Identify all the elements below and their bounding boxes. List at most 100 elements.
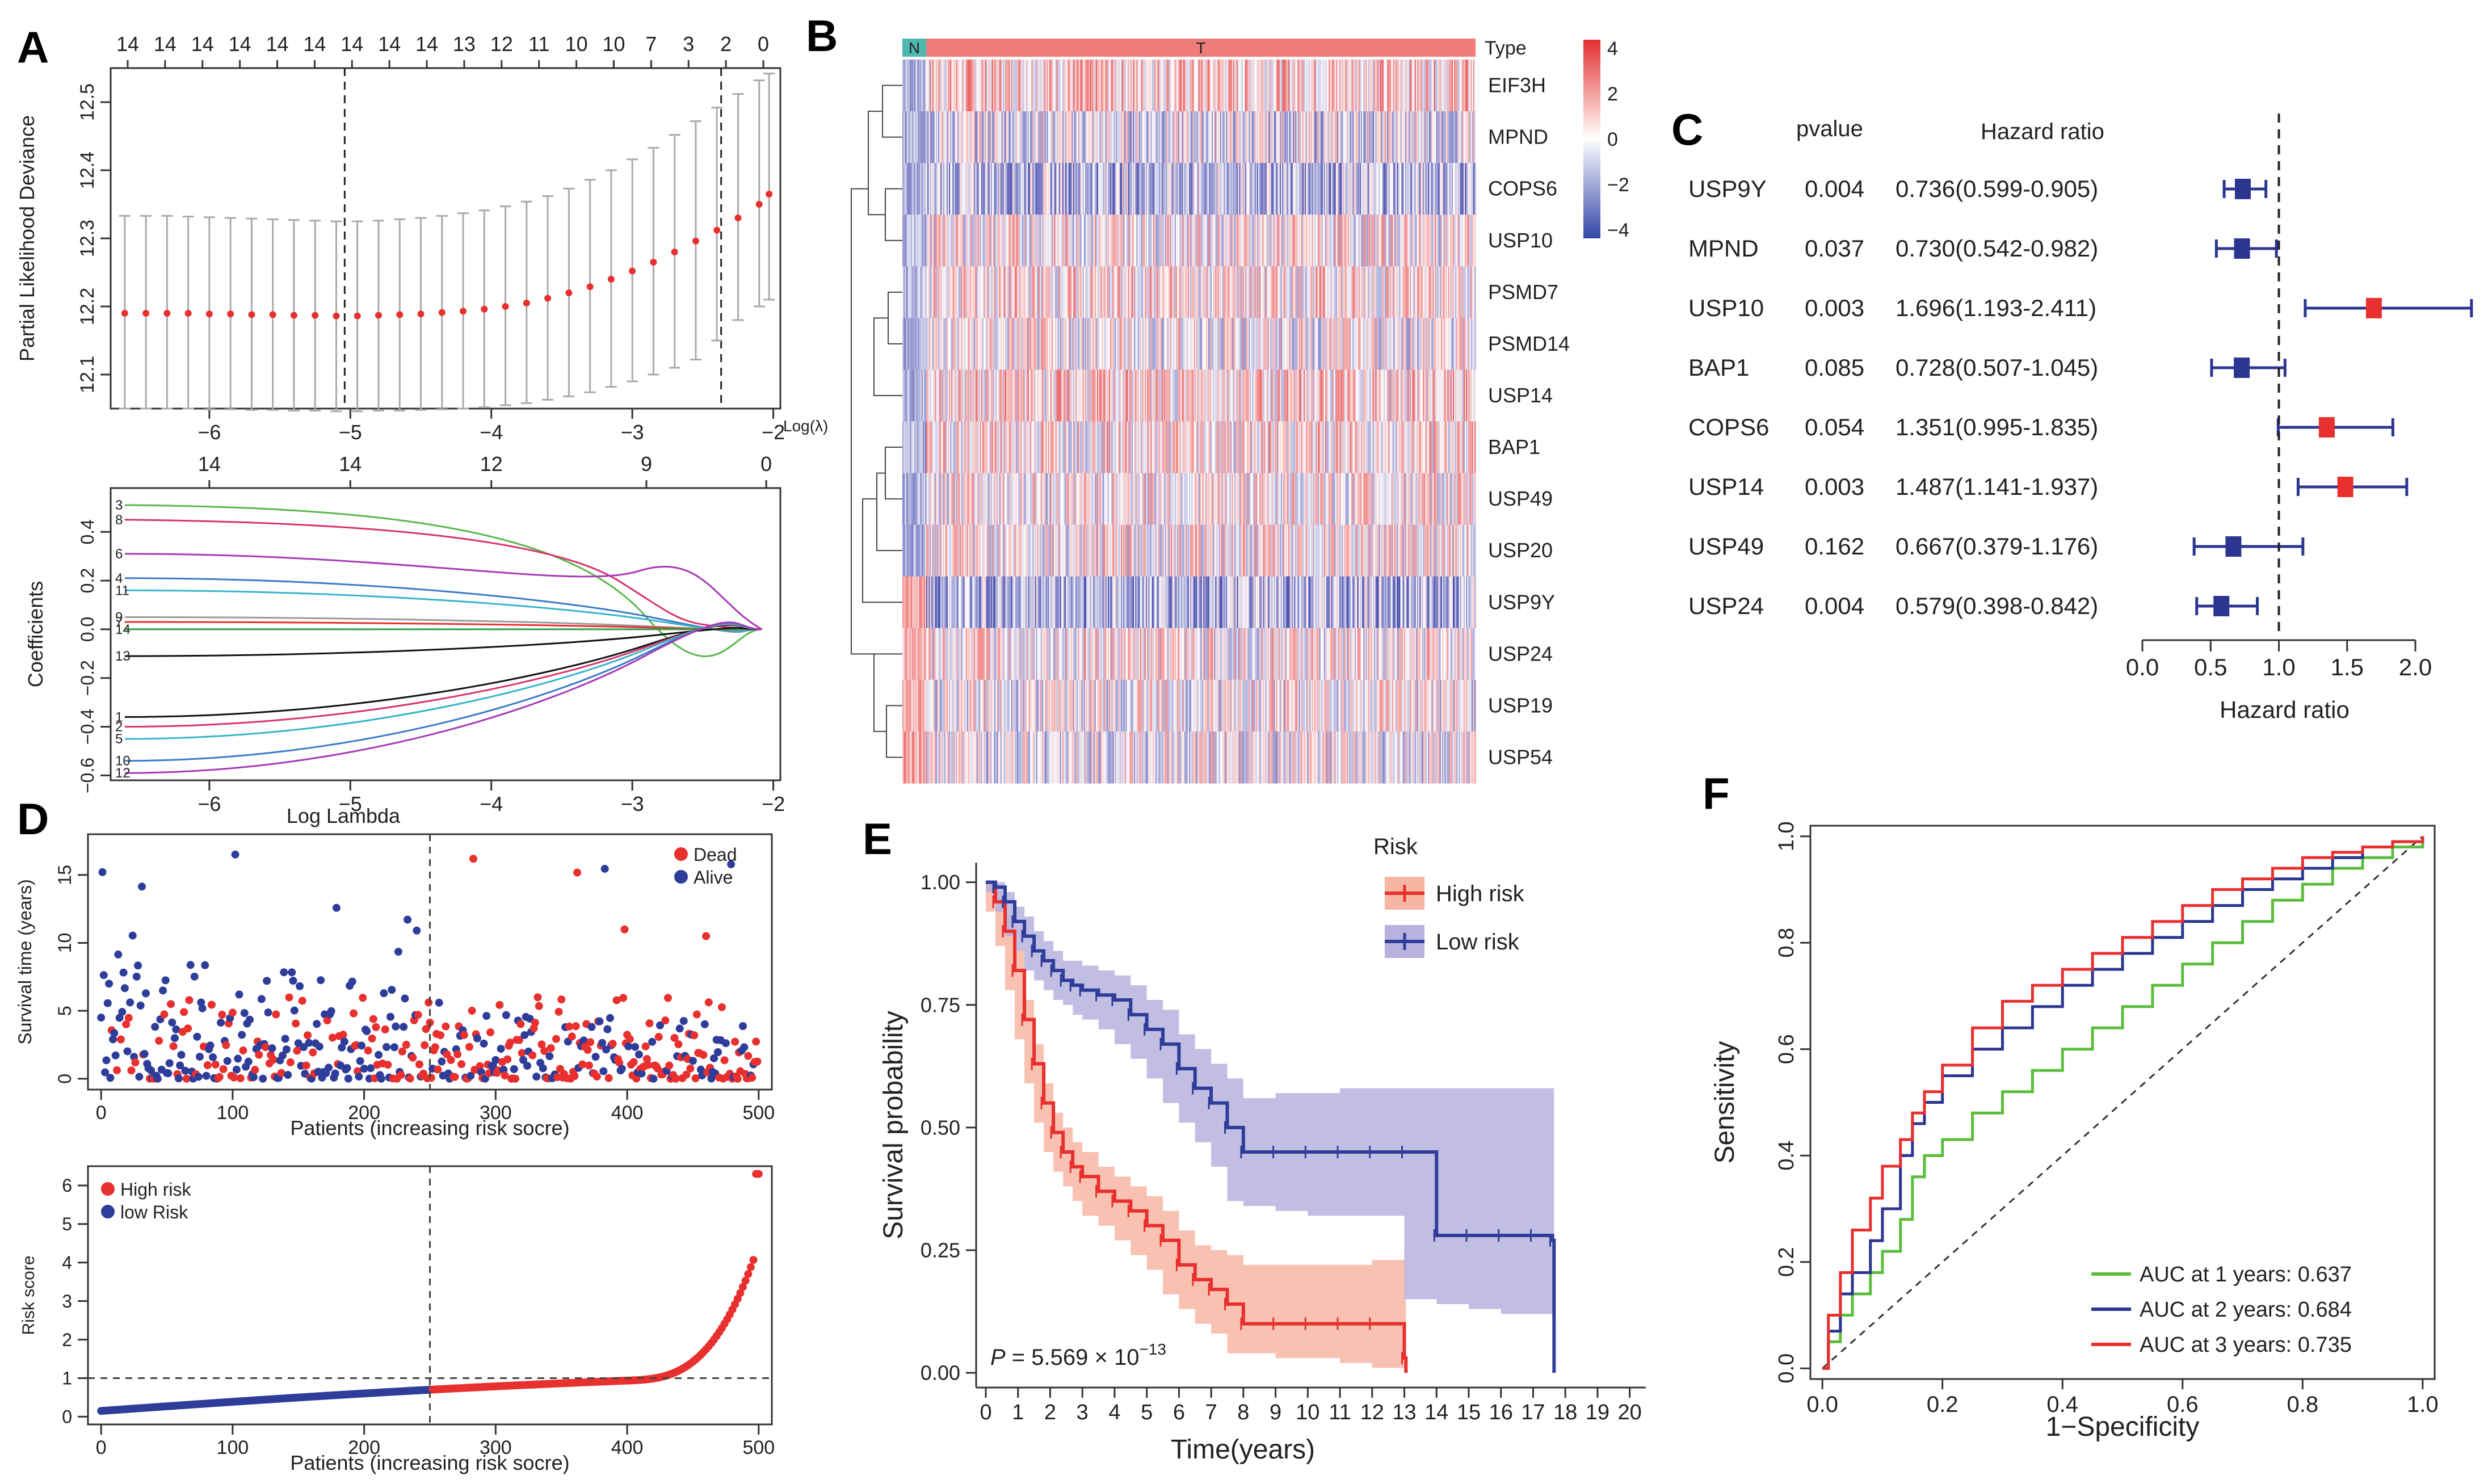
- heatmap-cell: [1105, 524, 1107, 577]
- heatmap-cell: [1308, 524, 1310, 577]
- heatmap-cell: [1392, 473, 1394, 526]
- heatmap-cell: [1007, 60, 1009, 112]
- heatmap-cell: [970, 524, 972, 577]
- heatmap-cell: [1470, 266, 1473, 318]
- heatmap-cell: [1129, 421, 1131, 474]
- heatmap-cell: [915, 473, 917, 526]
- heatmap-cell: [1158, 421, 1159, 474]
- heatmap-cell: [1096, 369, 1099, 422]
- heatmap-cell: [1472, 318, 1474, 371]
- heatmap-cell: [1258, 524, 1260, 577]
- heatmap-cell: [1088, 473, 1090, 526]
- heatmap-cell: [1158, 524, 1159, 577]
- heatmap-cell: [1410, 111, 1411, 163]
- heatmap-cell: [1090, 421, 1092, 474]
- heatmap-cell: [922, 421, 924, 474]
- deviance-top-label: 3: [683, 32, 694, 56]
- heatmap-cell: [1472, 266, 1474, 318]
- heatmap-cell: [1291, 421, 1293, 474]
- heatmap-cell: [1334, 369, 1337, 422]
- heatmap-cell: [956, 421, 958, 474]
- heatmap-cell: [1272, 318, 1274, 371]
- heatmap-cell: [1392, 369, 1394, 422]
- heatmap-cell: [1465, 215, 1466, 267]
- heatmap-cell: [1186, 215, 1188, 267]
- heatmap-cell: [926, 215, 928, 267]
- heatmap-cell: [1272, 215, 1274, 267]
- heatmap-cell: [1187, 266, 1190, 318]
- heatmap-cell: [1215, 266, 1217, 318]
- heatmap-cell: [1162, 318, 1165, 371]
- heatmap-cell: [998, 318, 1000, 371]
- heatmap-cell: [1224, 215, 1225, 267]
- heatmap-cell: [1371, 111, 1373, 163]
- heatmap-cell: [1098, 215, 1100, 267]
- heatmap-cell: [1111, 215, 1113, 267]
- heatmap-cell: [1048, 163, 1050, 215]
- heatmap-cell: [935, 215, 938, 267]
- heatmap-cell: [1017, 60, 1019, 112]
- heatmap-cell: [1030, 215, 1032, 267]
- heatmap-cell: [1327, 60, 1329, 112]
- heatmap-cell: [1183, 111, 1185, 163]
- heatmap-cell: [1220, 369, 1222, 422]
- heatmap-cell: [1270, 369, 1272, 422]
- heatmap-cell: [1044, 266, 1047, 318]
- heatmap-cell: [1008, 524, 1010, 577]
- heatmap-cell: [1437, 266, 1439, 318]
- heatmap-cell: [915, 421, 917, 474]
- heatmap-cell: [1057, 473, 1060, 526]
- heatmap-cell: [1267, 473, 1270, 526]
- heatmap-cell: [1238, 60, 1239, 112]
- heatmap-cell: [965, 369, 968, 422]
- heatmap-cell: [1270, 215, 1272, 267]
- heatmap-cell: [1001, 318, 1003, 371]
- heatmap-cell: [1440, 266, 1443, 318]
- heatmap-cell: [1207, 318, 1209, 371]
- heatmap-cell: [962, 524, 964, 577]
- heatmap-cell: [1456, 215, 1459, 267]
- heatmap-cell: [1128, 163, 1130, 215]
- heatmap-cell: [1322, 215, 1325, 267]
- heatmap-cell: [1146, 421, 1148, 474]
- heatmap-cell: [1410, 473, 1411, 526]
- heatmap-cell: [1411, 318, 1413, 371]
- heatmap-cell: [1246, 266, 1248, 318]
- heatmap-cell: [955, 318, 957, 371]
- heatmap-cell: [1012, 369, 1014, 422]
- heatmap-cell: [973, 369, 974, 422]
- heatmap-cell: [1073, 266, 1075, 318]
- heatmap-cell: [968, 369, 970, 422]
- heatmap-cell: [1348, 60, 1351, 112]
- heatmap-cell: [1207, 215, 1209, 267]
- heatmap-cell: [1091, 266, 1093, 318]
- heatmap-cell: [1176, 369, 1179, 422]
- heatmap-cell: [1276, 318, 1278, 371]
- heatmap-cell: [1364, 266, 1367, 318]
- heatmap-cell: [1096, 524, 1099, 577]
- heatmap-cell: [1444, 163, 1446, 215]
- heatmap-cell: [966, 111, 969, 163]
- heatmap-cell: [1331, 524, 1333, 577]
- heatmap-cell: [997, 524, 998, 577]
- heatmap-cell: [1133, 318, 1134, 371]
- heatmap-cell: [1259, 421, 1261, 474]
- heatmap-cell: [1426, 369, 1428, 422]
- heatmap-cell: [1141, 215, 1143, 267]
- heatmap-cell: [928, 215, 930, 267]
- heatmap-cell: [1283, 524, 1285, 577]
- heatmap-cell: [907, 163, 909, 215]
- heatmap-cell: [1381, 421, 1383, 474]
- heatmap-cell: [1088, 60, 1090, 112]
- heatmap-cell: [1297, 111, 1300, 163]
- heatmap-cell: [1088, 111, 1090, 163]
- heatmap-cell: [951, 473, 953, 526]
- heatmap-cell: [938, 266, 940, 318]
- heatmap-cell: [1234, 421, 1236, 474]
- heatmap-cell: [1184, 163, 1186, 215]
- heatmap-cell: [1379, 369, 1381, 422]
- heatmap-cell: [1045, 369, 1048, 422]
- heatmap-cell: [1183, 421, 1185, 474]
- heatmap-cell: [1187, 421, 1190, 474]
- heatmap-cell: [1233, 369, 1235, 422]
